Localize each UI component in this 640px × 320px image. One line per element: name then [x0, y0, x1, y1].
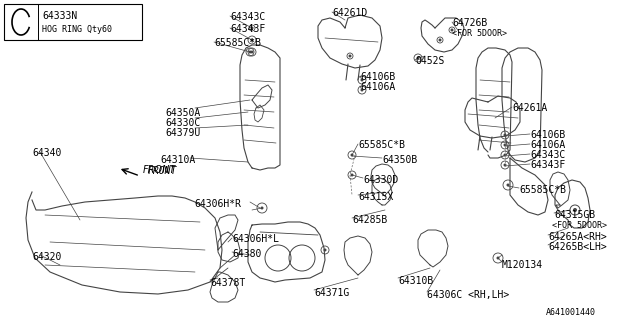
Text: 64261D: 64261D — [332, 8, 367, 18]
Text: 64333N: 64333N — [42, 11, 77, 21]
Text: 64340: 64340 — [32, 148, 61, 158]
Text: 64343F: 64343F — [530, 160, 565, 170]
Circle shape — [250, 27, 253, 29]
Text: 64315X: 64315X — [358, 192, 393, 202]
Text: 64350B: 64350B — [382, 155, 417, 165]
Text: FRONT: FRONT — [148, 166, 177, 176]
Text: 64306H*R: 64306H*R — [194, 199, 241, 209]
Text: 64106A: 64106A — [530, 140, 565, 150]
Circle shape — [504, 154, 506, 156]
Text: 64343F: 64343F — [230, 24, 265, 34]
Text: 64261A: 64261A — [512, 103, 547, 113]
Circle shape — [497, 257, 499, 260]
Text: 64330C: 64330C — [165, 118, 200, 128]
Circle shape — [260, 206, 264, 210]
Circle shape — [351, 154, 353, 156]
Text: 64315GB: 64315GB — [554, 210, 595, 220]
Text: 64330D: 64330D — [363, 175, 398, 185]
Text: 64320: 64320 — [32, 252, 61, 262]
Text: 64350A: 64350A — [165, 108, 200, 118]
Text: 64379U: 64379U — [165, 128, 200, 138]
Circle shape — [417, 57, 419, 60]
Circle shape — [351, 173, 353, 177]
Text: 64726B: 64726B — [452, 18, 487, 28]
Text: 64265B<LH>: 64265B<LH> — [548, 242, 607, 252]
Circle shape — [323, 249, 326, 252]
Text: 64378T: 64378T — [210, 278, 245, 288]
Text: 64306H*L: 64306H*L — [232, 234, 279, 244]
Circle shape — [506, 183, 509, 187]
Text: 64371G: 64371G — [314, 288, 349, 298]
Circle shape — [438, 38, 442, 42]
Text: <FOR 5DOOR>: <FOR 5DOOR> — [452, 29, 507, 38]
Text: 64106B: 64106B — [360, 72, 396, 82]
Circle shape — [573, 208, 577, 212]
Circle shape — [451, 28, 454, 31]
Text: 65585C*B: 65585C*B — [214, 38, 261, 48]
Text: M120134: M120134 — [502, 260, 543, 270]
Text: A641001440: A641001440 — [546, 308, 596, 317]
Text: 64310A: 64310A — [160, 155, 195, 165]
Text: 64310B: 64310B — [398, 276, 433, 286]
Text: 64306C <RH,LH>: 64306C <RH,LH> — [427, 290, 509, 300]
Text: 64343C: 64343C — [530, 150, 565, 160]
Circle shape — [504, 133, 506, 137]
Text: 64285B: 64285B — [352, 215, 387, 225]
Text: 0452S: 0452S — [415, 56, 444, 66]
FancyBboxPatch shape — [4, 4, 142, 40]
Circle shape — [248, 51, 252, 53]
Text: 65585C*B: 65585C*B — [519, 185, 566, 195]
Circle shape — [250, 38, 253, 42]
Circle shape — [360, 78, 364, 82]
Text: <FOR 5DOOR>: <FOR 5DOOR> — [552, 221, 607, 230]
Circle shape — [250, 51, 253, 53]
Circle shape — [360, 89, 364, 92]
Text: 64106B: 64106B — [530, 130, 565, 140]
Circle shape — [504, 143, 506, 147]
Circle shape — [349, 54, 351, 58]
Circle shape — [504, 164, 506, 166]
Text: 64380: 64380 — [232, 249, 261, 259]
Text: 65585C*B: 65585C*B — [358, 140, 405, 150]
Text: HOG RING Qty60: HOG RING Qty60 — [42, 26, 112, 35]
Text: 64265A<RH>: 64265A<RH> — [548, 232, 607, 242]
Text: FRONT: FRONT — [143, 165, 176, 175]
Text: 64106A: 64106A — [360, 82, 396, 92]
Text: 64343C: 64343C — [230, 12, 265, 22]
